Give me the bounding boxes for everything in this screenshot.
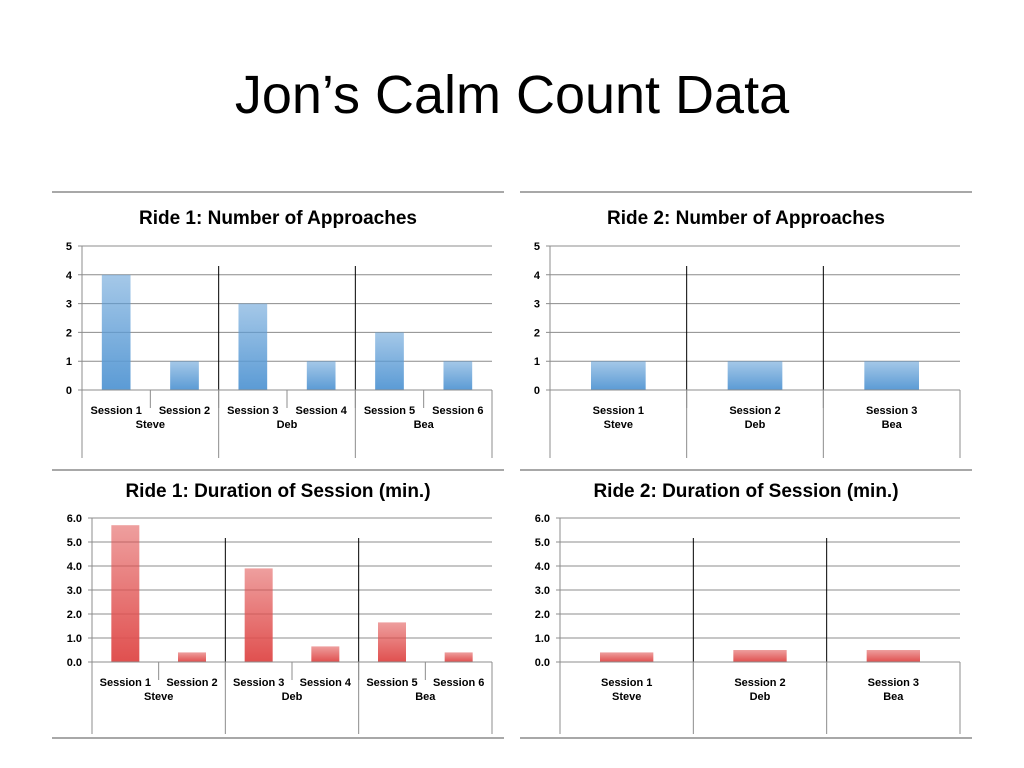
y-tick-label: 6.0 xyxy=(67,513,82,525)
group-label: Bea xyxy=(883,691,904,703)
y-tick-label: 2 xyxy=(66,327,72,339)
bar xyxy=(375,332,404,390)
category-label: Session 6 xyxy=(432,405,483,417)
y-tick-label: 1 xyxy=(66,356,72,368)
category-label: Session 1 xyxy=(90,405,141,417)
category-label: Session 2 xyxy=(734,677,785,689)
group-label: Deb xyxy=(745,419,766,431)
bar xyxy=(443,361,473,390)
category-label: Session 5 xyxy=(364,405,415,417)
category-label: Session 2 xyxy=(166,677,217,689)
y-tick-label: 4.0 xyxy=(535,561,550,573)
y-tick-label: 5.0 xyxy=(535,537,550,549)
bar xyxy=(733,650,787,662)
chart-svg: Ride 2: Number of Approaches 0 1 2 3 4 5 Sessio… xyxy=(520,191,972,458)
y-tick-label: 6.0 xyxy=(535,513,550,525)
group-label: Bea xyxy=(882,419,903,431)
category-label: Session 1 xyxy=(100,677,151,689)
bar xyxy=(311,646,340,662)
bar xyxy=(111,525,140,662)
group-label: Steve xyxy=(144,691,173,703)
chart-title: Ride 1: Duration of Session (min.) xyxy=(125,481,430,502)
category-label: Session 4 xyxy=(300,677,352,689)
chart-title: Ride 2: Duration of Session (min.) xyxy=(593,481,898,502)
chart-ride1-duration: Ride 1: Duration of Session (min.) 0.0 1.0… xyxy=(52,464,504,740)
y-tick-label: 0.0 xyxy=(67,657,82,669)
bar xyxy=(864,361,919,390)
y-tick-label: 1 xyxy=(534,356,540,368)
group-label: Steve xyxy=(612,691,641,703)
y-tick-label: 2.0 xyxy=(535,609,550,621)
bar xyxy=(378,622,406,662)
group-label: Steve xyxy=(604,419,633,431)
chart-title: Ride 2: Number of Approaches xyxy=(607,208,885,229)
chart-svg: Ride 1: Duration of Session (min.) 0.0 1.0… xyxy=(52,469,504,739)
y-tick-label: 3.0 xyxy=(67,585,82,597)
bar xyxy=(600,652,654,662)
y-tick-label: 4.0 xyxy=(67,561,82,573)
bar xyxy=(444,652,473,662)
y-tick-label: 3 xyxy=(66,299,72,311)
chart-svg: Ride 1: Number of Approaches 0 1 2 3 4 5 Sessio… xyxy=(52,191,504,458)
chart-title: Ride 1: Number of Approaches xyxy=(139,208,417,229)
category-label: Session 1 xyxy=(601,677,652,689)
bar xyxy=(306,361,336,390)
category-label: Session 3 xyxy=(866,405,917,417)
group-label: Deb xyxy=(282,691,303,703)
chart-ride2-duration: Ride 2: Duration of Session (min.) 0.0 1.0… xyxy=(520,464,972,740)
chart-ride1-approaches: Ride 1: Number of Approaches 0 1 2 3 4 5 Sessio… xyxy=(52,186,504,464)
category-label: Session 3 xyxy=(868,677,919,689)
bar xyxy=(727,361,783,390)
category-label: Session 3 xyxy=(227,405,278,417)
bar xyxy=(101,274,131,390)
y-tick-label: 5.0 xyxy=(67,537,82,549)
bar xyxy=(178,652,206,662)
slide-title: Jon’s Calm Count Data xyxy=(234,65,790,125)
y-tick-label: 4 xyxy=(534,270,541,282)
y-tick-label: 3.0 xyxy=(535,585,550,597)
group-label: Deb xyxy=(750,691,771,703)
y-tick-label: 0.0 xyxy=(535,657,550,669)
y-tick-label: 0 xyxy=(66,385,72,397)
y-tick-label: 5 xyxy=(66,241,72,253)
group-label: Bea xyxy=(415,691,436,703)
category-label: Session 1 xyxy=(593,405,644,417)
group-label: Deb xyxy=(277,419,298,431)
category-label: Session 6 xyxy=(433,677,484,689)
bar xyxy=(244,568,273,662)
y-tick-label: 1.0 xyxy=(67,633,82,645)
bar xyxy=(170,361,199,390)
chart-svg: Ride 2: Duration of Session (min.) 0.0 1.0… xyxy=(520,469,972,739)
bar xyxy=(866,650,920,662)
chart-ride2-approaches: Ride 2: Number of Approaches 0 1 2 3 4 5 Sessio… xyxy=(520,186,972,464)
y-tick-label: 4 xyxy=(66,270,73,282)
bar xyxy=(591,361,646,390)
category-label: Session 4 xyxy=(295,405,347,417)
y-tick-label: 3 xyxy=(534,299,540,311)
category-label: Session 5 xyxy=(366,677,417,689)
y-tick-label: 0 xyxy=(534,385,540,397)
category-label: Session 3 xyxy=(233,677,284,689)
category-label: Session 2 xyxy=(159,405,210,417)
y-tick-label: 1.0 xyxy=(535,633,550,645)
category-label: Session 2 xyxy=(729,405,780,417)
y-tick-label: 5 xyxy=(534,241,540,253)
y-tick-label: 2.0 xyxy=(67,609,82,621)
bar xyxy=(238,303,268,390)
y-tick-label: 2 xyxy=(534,327,540,339)
group-label: Bea xyxy=(414,419,435,431)
group-label: Steve xyxy=(136,419,165,431)
